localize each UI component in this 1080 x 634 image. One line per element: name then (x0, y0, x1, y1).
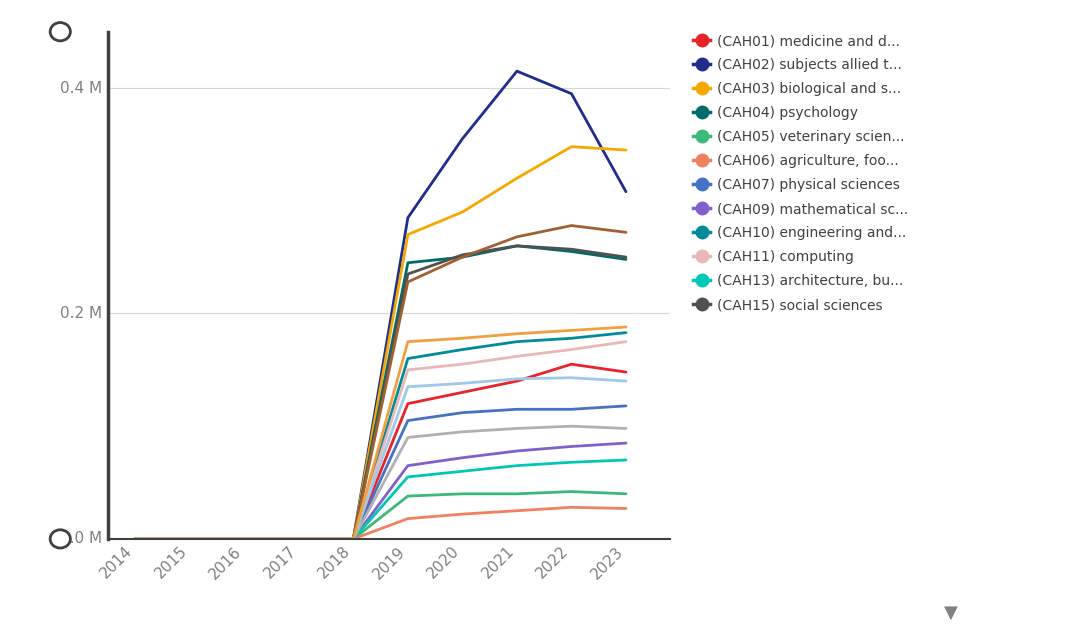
Legend: (CAH01) medicine and d..., (CAH02) subjects allied t..., (CAH03) biological and : (CAH01) medicine and d..., (CAH02) subje… (688, 29, 914, 318)
Text: 0.2 M: 0.2 M (60, 306, 103, 321)
Text: 0.4 M: 0.4 M (60, 81, 103, 96)
Text: 0.0 M: 0.0 M (60, 531, 103, 547)
Circle shape (50, 23, 70, 41)
Circle shape (50, 530, 70, 548)
Text: ▼: ▼ (944, 604, 957, 621)
